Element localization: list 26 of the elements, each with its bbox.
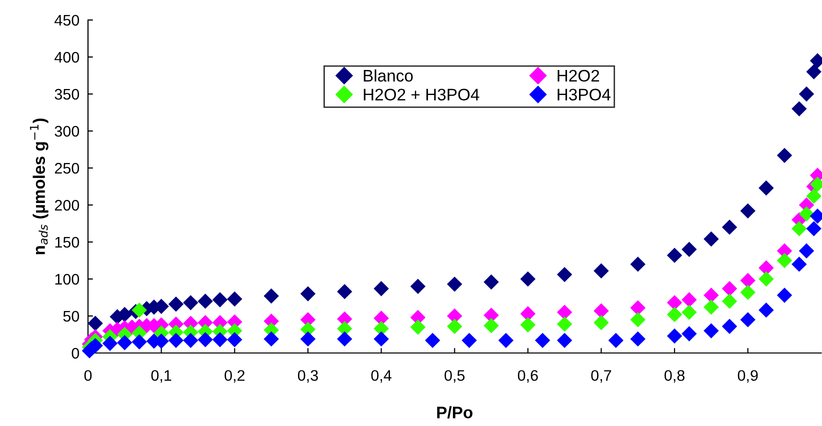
- x-tick-label: 0: [84, 370, 92, 381]
- x-tick-label: 0,1: [151, 370, 172, 383]
- x-tick-label: 0,8: [664, 370, 684, 383]
- y-tick-label: 250: [54, 162, 80, 174]
- y-tick-label: 300: [54, 126, 80, 137]
- y-tick-label: 100: [55, 274, 80, 285]
- y-tick-label: 50: [63, 310, 80, 322]
- x-tick-label: 0,2: [224, 370, 244, 383]
- y-tick-label: 400: [54, 52, 80, 63]
- legend-label: H2O2 + H3PO4: [364, 88, 480, 101]
- y-tick-label: 150: [55, 236, 80, 248]
- y-tick-label: 0: [72, 348, 80, 359]
- x-tick-label: 0,3: [298, 370, 318, 383]
- legend-label: Blanco: [364, 69, 413, 82]
- x-tick-label: 0,9: [738, 370, 758, 383]
- legend-label: H3PO4: [558, 88, 611, 101]
- x-axis-title: P/Po: [437, 406, 472, 419]
- x-tick-label: 0,6: [518, 370, 538, 383]
- x-tick-label: 0,7: [591, 370, 612, 383]
- y-axis-title: n$_{ads}$ (µmoles g$^{−1}$): [30, 118, 48, 254]
- y-tick-label: 350: [54, 88, 80, 100]
- x-tick-label: 0,5: [444, 370, 465, 383]
- y-tick-label: 200: [54, 200, 80, 211]
- x-tick-label: 0,4: [371, 370, 392, 383]
- y-tick-label: 450: [54, 14, 80, 26]
- legend-label: H2O2: [558, 70, 600, 82]
